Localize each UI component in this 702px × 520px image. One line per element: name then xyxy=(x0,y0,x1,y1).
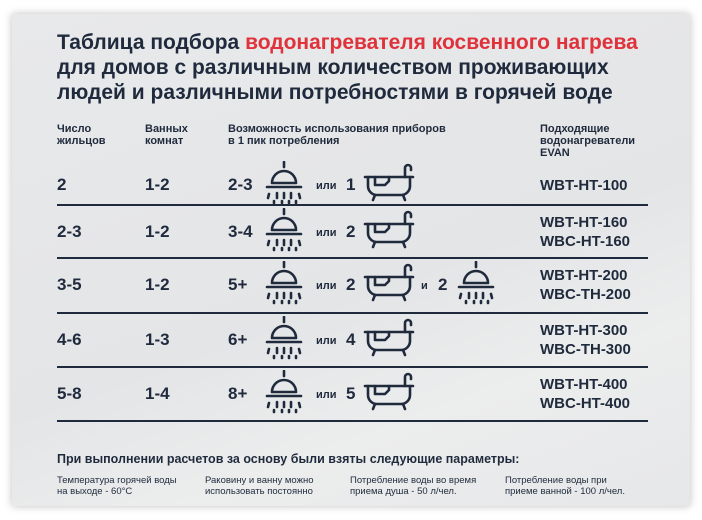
footer-heading: При выполнении расчетов за основу были в… xyxy=(57,452,520,466)
model-name: WBC-HT-400 xyxy=(540,395,631,412)
models-list: WBT-HT-160 WBC-HT-160 xyxy=(540,213,630,251)
model-name: WBT-HT-100 xyxy=(540,176,628,194)
title-highlight: водонагревателя косвенного нагрева xyxy=(245,31,638,54)
showers-count: 6+ xyxy=(228,330,248,349)
shower-icon xyxy=(265,261,303,305)
shower-icon xyxy=(265,316,303,360)
bathtub-icon xyxy=(363,372,415,411)
model-name: WBT-HT-160 xyxy=(540,214,628,231)
showers-count: 5+ xyxy=(228,275,248,294)
baths-count: 5 xyxy=(346,384,356,403)
showers-count: 2-3 xyxy=(228,175,253,194)
extra-showers-count: 2 xyxy=(438,275,448,294)
residents-count: 5-8 xyxy=(57,384,82,403)
footer-item: Потребление воды во время приема душа - 5… xyxy=(350,475,477,497)
bathtub-icon xyxy=(363,163,415,202)
row-divider xyxy=(57,204,648,206)
model-name: WBT-HT-400 xyxy=(540,376,628,393)
header-residents: Число жильцов xyxy=(57,123,106,147)
bathrooms-count: 1-4 xyxy=(145,384,170,403)
bathtub-icon xyxy=(363,263,415,302)
footer-item: Раковину и ванну можно использовать посто… xyxy=(205,475,314,497)
infographic-card xyxy=(12,14,690,506)
models-list: WBT-HT-400 WBC-HT-400 xyxy=(540,375,630,413)
title-line2: для домов с различным количеством прожив… xyxy=(57,56,609,79)
models-list: WBT-HT-100 xyxy=(540,176,628,195)
models-list: WBT-HT-200 WBC-TH-200 xyxy=(540,266,631,304)
model-name: WBC-HT-160 xyxy=(540,233,631,250)
model-name: WBT-HT-200 xyxy=(540,267,628,284)
residents-count: 4-6 xyxy=(57,330,82,349)
page-title: Таблица подбора водонагревателя косвенно… xyxy=(57,30,638,105)
model-name: WBC-TH-300 xyxy=(540,341,631,358)
row-divider xyxy=(57,420,648,422)
or-label: или xyxy=(316,335,337,347)
header-bathrooms: Ванных комнат xyxy=(145,123,188,147)
residents-count: 2-3 xyxy=(57,222,82,241)
bathrooms-count: 1-2 xyxy=(145,175,170,194)
residents-count: 3-5 xyxy=(57,275,82,294)
shower-icon xyxy=(265,370,303,414)
row-divider xyxy=(57,366,648,368)
title-part1: Таблица подбора xyxy=(57,31,246,54)
or-label: или xyxy=(316,389,337,401)
bathrooms-count: 1-2 xyxy=(145,222,170,241)
shower-icon xyxy=(457,261,495,305)
or-label: или xyxy=(316,280,337,292)
header-devices: Возможность использования приборов в 1 пи… xyxy=(228,123,446,147)
showers-count: 3-4 xyxy=(228,222,253,241)
bathtub-icon xyxy=(363,318,415,357)
model-name: WBC-TH-200 xyxy=(540,286,631,303)
bathrooms-count: 1-2 xyxy=(145,275,170,294)
baths-count: 4 xyxy=(346,330,356,349)
row-divider xyxy=(57,312,648,314)
footer-item: Потребление воды при приеме ванной - 100 … xyxy=(505,475,625,497)
header-heaters: Подходящие водонагреватели EVAN xyxy=(540,123,636,159)
bathrooms-count: 1-3 xyxy=(145,330,170,349)
showers-count: 8+ xyxy=(228,384,248,403)
models-list: WBT-HT-300 WBC-TH-300 xyxy=(540,321,631,359)
row-divider xyxy=(57,257,648,259)
or-label: или xyxy=(316,180,337,192)
baths-count: 2 xyxy=(346,275,356,294)
model-name: WBT-HT-300 xyxy=(540,322,628,339)
title-line3: людей и различными потребностями в горяч… xyxy=(57,81,613,104)
shower-icon xyxy=(265,161,303,205)
baths-count: 1 xyxy=(346,175,356,194)
residents-count: 2 xyxy=(57,175,67,194)
baths-count: 2 xyxy=(346,222,356,241)
footer-item: Температура горячей воды на выходе - 60°С xyxy=(57,475,177,497)
or-label: или xyxy=(316,227,337,239)
shower-icon xyxy=(265,208,303,252)
bathtub-icon xyxy=(363,210,415,249)
and-label: и xyxy=(421,280,428,292)
